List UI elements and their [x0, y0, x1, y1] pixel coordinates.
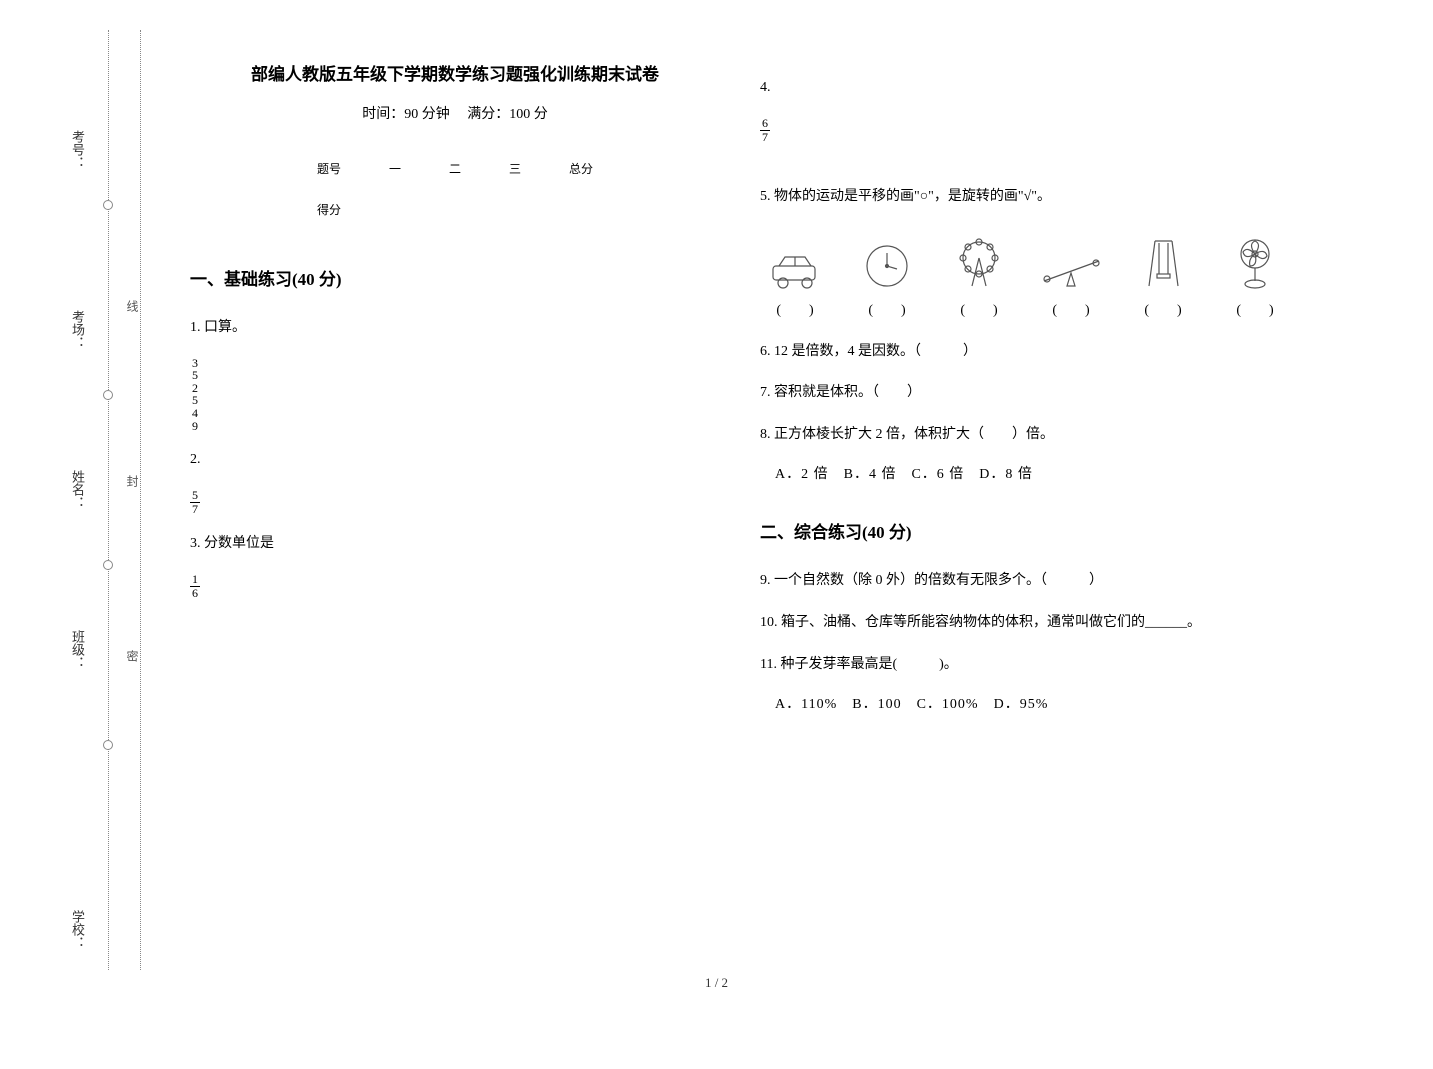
frac-part: 5 [190, 369, 200, 382]
table-row: 得分 [293, 189, 617, 230]
paren: ( ) [1128, 299, 1198, 319]
sidebar-labels: 姓名： [68, 470, 106, 629]
exam-subtitle: 时间：90 分钟 满分：100 分 [190, 103, 720, 123]
score-table: 题号 一 二 三 总分 得分 [293, 148, 617, 230]
label-kaochang: 考场： [68, 310, 87, 349]
seal-char-xian: 线 [124, 300, 141, 312]
seal-circle [103, 390, 113, 400]
sidebar-labels: 学校： [68, 910, 106, 1069]
fullscore-label: 满分：100 分 [467, 107, 548, 122]
q2-fraction: 5 7 [190, 489, 200, 516]
swing-icon [1128, 236, 1198, 291]
frac-den: 7 [190, 503, 200, 516]
car-icon [760, 251, 830, 291]
td [545, 189, 617, 230]
page-content: 部编人教版五年级下学期数学练习题强化训练期末试卷 时间：90 分钟 满分：100… [190, 60, 1390, 723]
fan-icon [1220, 236, 1290, 291]
th-2: 二 [425, 148, 485, 189]
question-3: 3. 分数单位是 [190, 531, 720, 558]
frac-part: 9 [190, 420, 200, 433]
clock-icon [852, 241, 922, 291]
ferris-wheel-icon [944, 236, 1014, 291]
paren: ( ) [852, 299, 922, 319]
paren: ( ) [944, 299, 1014, 319]
label-xingming: 姓名： [68, 470, 87, 509]
td [365, 189, 425, 230]
paren: ( ) [1036, 299, 1106, 319]
right-column: 4. 6 7 5. 物体的运动是平移的画"○"，是旋转的画"√"。 [760, 60, 1330, 723]
q5-icons-row [760, 236, 1290, 291]
question-4: 4. [760, 75, 1290, 102]
th-3: 三 [485, 148, 545, 189]
label-kaohao: 考号： [68, 130, 87, 169]
sidebar-labels: 考号： [68, 130, 106, 289]
frac-num: 5 [190, 489, 200, 503]
q8-options: A．2 倍 B．4 倍 C．6 倍 D．8 倍 [775, 463, 1290, 483]
th-1: 一 [365, 148, 425, 189]
exam-title: 部编人教版五年级下学期数学练习题强化训练期末试卷 [190, 60, 720, 85]
question-5: 5. 物体的运动是平移的画"○"，是旋转的画"√"。 [760, 184, 1290, 211]
frac-num: 6 [760, 117, 770, 131]
q3-fraction: 1 6 [190, 573, 200, 600]
seal-dotted-right [140, 30, 141, 970]
label-xuexiao: 学校： [68, 910, 87, 949]
question-6: 6. 12 是倍数，4 是因数。（ ） [760, 339, 1290, 366]
left-column: 部编人教版五年级下学期数学练习题强化训练期末试卷 时间：90 分钟 满分：100… [190, 60, 760, 723]
question-8: 8. 正方体棱长扩大 2 倍，体积扩大（ ）倍。 [760, 422, 1290, 449]
sidebar-labels: 班级： [68, 630, 106, 789]
q4-fraction: 6 7 [760, 117, 770, 144]
question-10: 10. 箱子、油桶、仓库等所能容纳物体的体积，通常叫做它们的______。 [760, 610, 1290, 637]
page-number: 1 / 2 [705, 975, 728, 991]
sidebar-labels: 考场： [68, 310, 106, 469]
question-9: 9. 一个自然数（除 0 外）的倍数有无限多个。（ ） [760, 568, 1290, 595]
frac-num: 1 [190, 573, 200, 587]
seal-char-feng: 封 [124, 475, 141, 487]
table-row: 题号 一 二 三 总分 [293, 148, 617, 189]
section-1-heading: 一、基础练习(40 分) [190, 265, 720, 290]
th-num: 题号 [293, 148, 365, 189]
seal-dotted-left [108, 30, 109, 970]
seal-circle [103, 740, 113, 750]
seal-char-mi: 密 [124, 650, 141, 662]
q11-options: A．110% B．100 C．100% D．95% [775, 693, 1290, 713]
frac-den: 7 [760, 131, 770, 144]
frac-part: 4 [190, 407, 200, 420]
question-7: 7. 容积就是体积。（ ） [760, 380, 1290, 407]
td [425, 189, 485, 230]
label-banji: 班级： [68, 630, 87, 669]
frac-den: 6 [190, 587, 200, 600]
th-total: 总分 [545, 148, 617, 189]
seal-circle [103, 560, 113, 570]
paren: ( ) [760, 299, 830, 319]
seal-circle [103, 200, 113, 210]
q1-fracs: 3 5 2 5 4 9 [190, 357, 720, 433]
question-2: 2. [190, 447, 720, 474]
time-label: 时间：90 分钟 [362, 107, 450, 122]
td-score: 得分 [293, 189, 365, 230]
question-11: 11. 种子发芽率最高是( )。 [760, 652, 1290, 679]
q5-paren-row: ( ) ( ) ( ) ( ) ( ) ( ) [760, 299, 1290, 319]
paren: ( ) [1220, 299, 1290, 319]
question-1: 1. 口算。 [190, 315, 720, 342]
td [485, 189, 545, 230]
seesaw-icon [1036, 251, 1106, 291]
section-2-heading: 二、综合练习(40 分) [760, 518, 1290, 543]
